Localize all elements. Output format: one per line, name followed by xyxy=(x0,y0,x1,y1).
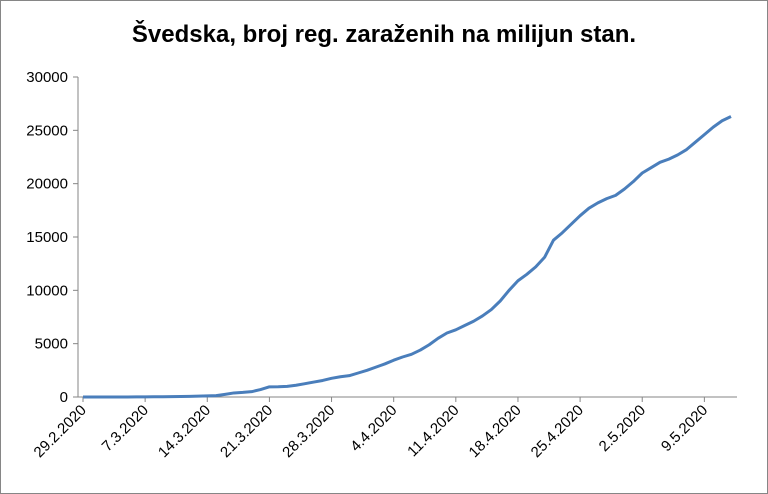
y-tick-label: 5000 xyxy=(35,336,68,353)
y-tick-label: 0 xyxy=(60,389,68,406)
y-tick-label: 30000 xyxy=(26,69,68,86)
y-tick-label: 20000 xyxy=(26,176,68,193)
chart-title: Švedska, broj reg. zaraženih na milijun … xyxy=(132,20,636,48)
y-tick-label: 10000 xyxy=(26,282,68,299)
y-tick-label: 25000 xyxy=(26,122,68,139)
y-tick-label: 15000 xyxy=(26,229,68,246)
data-line xyxy=(83,115,732,399)
